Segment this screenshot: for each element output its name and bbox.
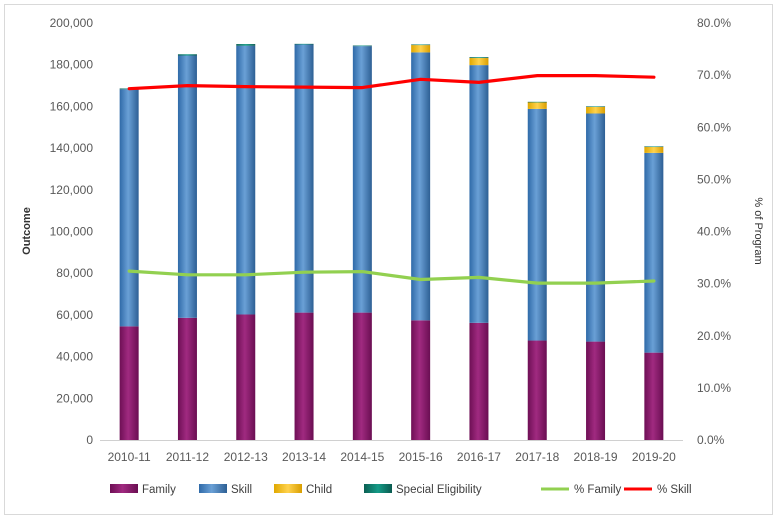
bar-special-eligibility: [644, 146, 664, 148]
y-tick-label: 100,000: [50, 225, 94, 239]
y-axis-ticks: 0 20,000 40,000 60,000 80,000 100,000 120,000 1…: [50, 16, 94, 447]
y2-tick-label: 80.0%: [697, 16, 731, 30]
bar-skill: [469, 65, 489, 323]
y-tick-label: 0: [86, 433, 93, 447]
bar-family: [119, 326, 139, 440]
bar-special-eligibility: [411, 44, 431, 46]
legend-item-skill: Skill: [199, 484, 252, 496]
bar-special-eligibility: [294, 43, 314, 45]
x-tick-label: 2018-19: [574, 450, 618, 464]
legend-item-pct-skill: % Skill: [624, 484, 692, 496]
x-tick-label: 2019-20: [632, 450, 676, 464]
bar-special-eligibility: [586, 106, 606, 107]
y2-axis-title: % of Program: [752, 197, 764, 264]
bar-skill: [644, 152, 664, 353]
line-pct-family: [127, 269, 656, 285]
y-tick-label: 120,000: [50, 183, 94, 197]
bar-special-eligibility: [177, 54, 197, 56]
y-tick-label: 200,000: [50, 16, 94, 30]
y-tick-label: 180,000: [50, 58, 94, 72]
x-tick-label: 2014-15: [340, 450, 384, 464]
x-tick-label: 2016-17: [457, 450, 501, 464]
bar-family: [177, 317, 197, 440]
bar-family: [294, 312, 314, 440]
legend-swatch: [364, 484, 392, 493]
bar-skill: [352, 46, 372, 313]
x-tick-label: 2011-12: [166, 450, 209, 464]
bar-skill: [527, 108, 547, 341]
bar-skill: [411, 52, 431, 321]
bar-skill: [236, 45, 256, 315]
legend-swatch: [199, 484, 227, 493]
y2-tick-label: 60.0%: [697, 120, 731, 134]
legend-label: % Skill: [657, 484, 692, 496]
bar-child: [469, 58, 489, 66]
x-axis-ticks: 2010-11 2011-12 2012-13 2013-14 2014-15 2015-…: [108, 450, 677, 464]
y2-tick-label: 50.0%: [697, 172, 731, 186]
legend-swatch: [110, 484, 138, 493]
y2-axis-ticks: 0.0% 10.0% 20.0% 30.0% 40.0% 50.0% 60.0% 70.0% 8…: [697, 16, 731, 447]
bar-special-eligibility: [236, 44, 256, 46]
y2-tick-label: 30.0%: [697, 277, 731, 291]
bar-family: [411, 320, 431, 440]
bar-special-eligibility: [527, 101, 547, 103]
y-tick-label: 140,000: [50, 141, 94, 155]
legend-item-pct-family: % Family: [541, 484, 622, 496]
x-tick-label: 2017-18: [515, 450, 559, 464]
legend-item-special-eligibility: Special Eligibility: [364, 484, 482, 496]
bar-family: [352, 312, 372, 440]
y2-tick-label: 70.0%: [697, 68, 731, 82]
legend-item-child: Child: [274, 484, 332, 496]
x-tick-label: 2010-11: [108, 450, 151, 464]
legend: Family Skill Child Special Eligibility % Fam…: [110, 484, 692, 496]
bar-child: [411, 45, 431, 53]
y2-tick-label: 10.0%: [697, 381, 731, 395]
legend-item-family: Family: [110, 484, 176, 496]
bar-family: [527, 340, 547, 440]
y-tick-label: 60,000: [56, 308, 93, 322]
bar-family: [586, 341, 606, 440]
bar-family: [644, 352, 664, 440]
legend-label: Family: [142, 484, 176, 496]
bar-special-eligibility: [469, 57, 489, 59]
legend-swatch: [274, 484, 302, 493]
bar-special-eligibility: [352, 45, 372, 47]
y2-tick-label: 40.0%: [697, 225, 731, 239]
bar-skill: [586, 113, 606, 342]
bar-family: [236, 314, 256, 440]
legend-label: Skill: [231, 484, 252, 496]
y2-tick-label: 0.0%: [697, 433, 725, 447]
bars: [119, 43, 664, 440]
line-pct-skill: [127, 73, 656, 91]
y-tick-label: 20,000: [56, 391, 93, 405]
bar-skill: [119, 89, 139, 327]
bar-family: [469, 322, 489, 440]
legend-label: Special Eligibility: [396, 484, 482, 496]
y2-tick-label: 20.0%: [697, 329, 731, 343]
y-axis-title: Outcome: [21, 207, 33, 255]
bar-child: [586, 106, 606, 114]
x-tick-label: 2015-16: [399, 450, 443, 464]
bar-skill: [177, 55, 197, 318]
x-tick-label: 2012-13: [224, 450, 268, 464]
legend-label: Child: [306, 484, 332, 496]
x-tick-label: 2013-14: [282, 450, 326, 464]
bar-skill: [294, 44, 314, 313]
y-tick-label: 40,000: [56, 350, 93, 364]
bar-child: [527, 102, 547, 109]
legend-label: % Family: [574, 484, 622, 496]
bar-child: [644, 146, 664, 153]
y-tick-label: 160,000: [50, 99, 94, 113]
series-lines: [127, 73, 656, 285]
y-tick-label: 80,000: [56, 266, 93, 280]
